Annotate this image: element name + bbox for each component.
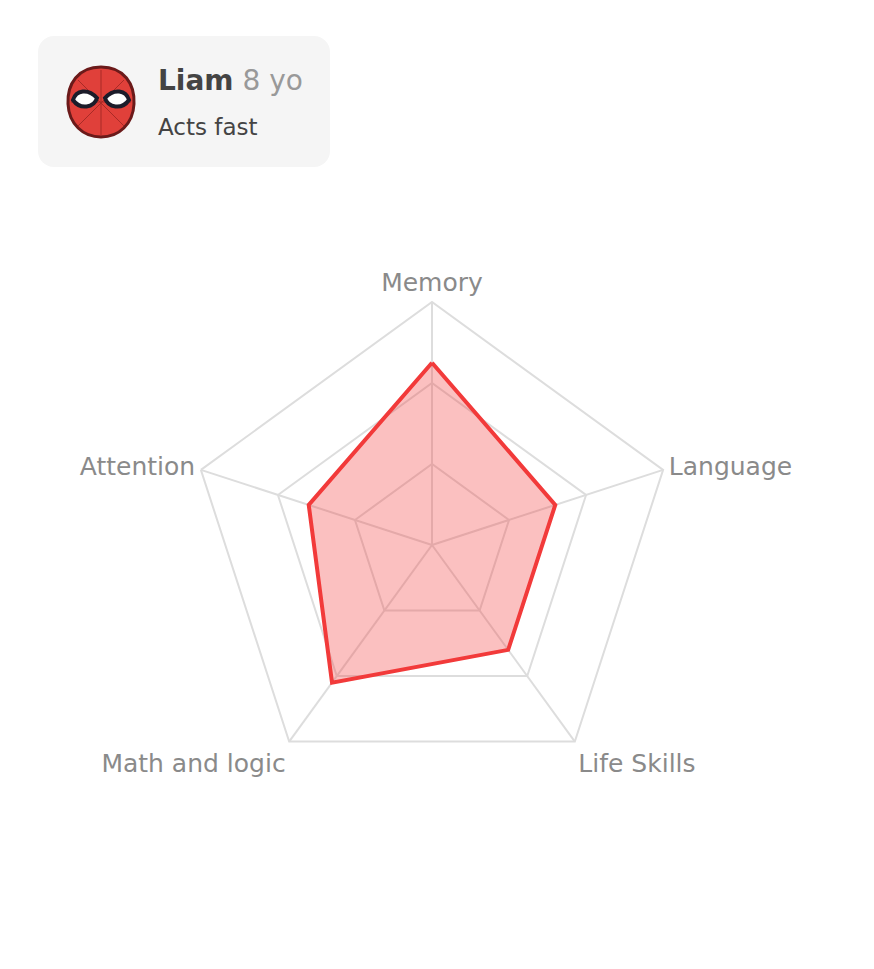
svg-text:Attention: Attention	[80, 452, 195, 481]
svg-text:Life Skills: Life Skills	[578, 749, 695, 778]
svg-text:Language: Language	[669, 452, 792, 481]
html-text:Liam 8 yo: Liam 8 yo	[158, 64, 303, 97]
html-text:Acts fast: Acts fast	[158, 114, 258, 140]
svg-text:Memory: Memory	[381, 268, 483, 297]
svg-text:Math and logic: Math and logic	[101, 749, 285, 778]
